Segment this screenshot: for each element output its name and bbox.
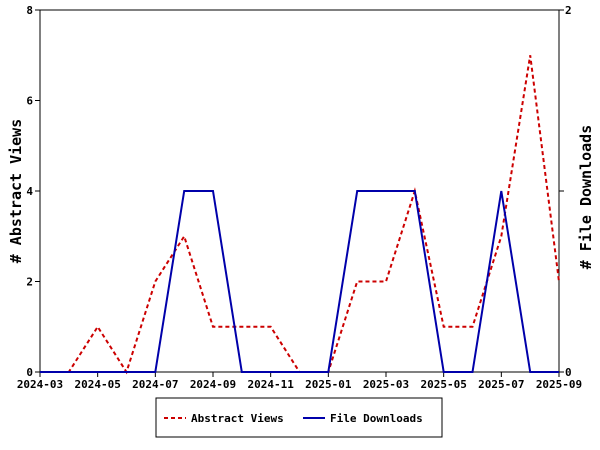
y-left-tick-label: 6 bbox=[26, 95, 33, 108]
x-axis-ticks: 2024-03 2024-05 2024-07 2024-09 2024-11 2025-… bbox=[17, 372, 582, 391]
series-line-file-downloads bbox=[40, 190, 559, 373]
left-axis-ticks: 0 2 4 6 8 bbox=[26, 4, 40, 379]
series-layer bbox=[40, 55, 560, 375]
legend-label-abstract-views: Abstract Views bbox=[191, 412, 284, 425]
y-left-tick-label: 2 bbox=[26, 276, 33, 289]
x-tick-label: 2024-03 bbox=[17, 378, 63, 391]
x-tick-label: 2024-09 bbox=[190, 378, 236, 391]
x-tick-label: 2024-07 bbox=[132, 378, 178, 391]
y-axis-right-title: # File Downloads bbox=[577, 125, 595, 270]
y-right-tick-label: 2 bbox=[565, 4, 572, 17]
x-tick-label: 2025-09 bbox=[536, 378, 582, 391]
series-line-abstract-views bbox=[40, 55, 560, 375]
legend: Abstract Views File Downloads bbox=[155, 397, 443, 438]
legend-box bbox=[155, 397, 443, 438]
right-axis-ticks: 02 bbox=[559, 4, 572, 379]
legend-label-file-downloads: File Downloads bbox=[330, 412, 423, 425]
y-left-tick-label: 8 bbox=[26, 4, 33, 17]
x-tick-label: 2024-05 bbox=[74, 378, 120, 391]
y-left-tick-label: 4 bbox=[26, 185, 33, 198]
x-tick-label: 2025-03 bbox=[363, 378, 409, 391]
x-tick-label: 2025-05 bbox=[420, 378, 466, 391]
y-axis-left-title: # Abstract Views bbox=[7, 119, 25, 264]
x-tick-label: 2025-01 bbox=[305, 378, 352, 391]
y-right-tick-label: 0 bbox=[565, 366, 572, 379]
x-tick-label: 2025-07 bbox=[478, 378, 524, 391]
x-tick-label: 2024-11 bbox=[247, 378, 294, 391]
y-left-tick-label: 0 bbox=[26, 366, 33, 379]
